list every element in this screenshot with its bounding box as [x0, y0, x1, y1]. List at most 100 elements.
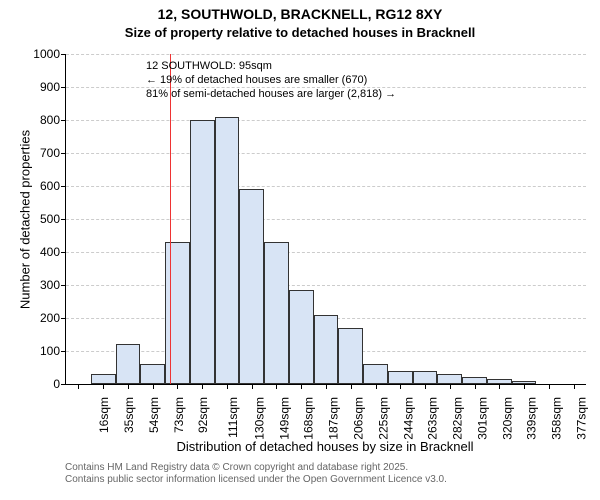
- ytick-mark: [61, 186, 66, 187]
- histogram-bar: [239, 189, 264, 384]
- xtick-label: 263sqm: [426, 397, 440, 440]
- xtick-mark: [128, 384, 129, 389]
- xtick-label: 92sqm: [196, 397, 210, 433]
- ytick-label: 900: [40, 80, 60, 94]
- annotation-line3: 81% of semi-detached houses are larger (…: [146, 88, 396, 102]
- annotation-line2: ← 19% of detached houses are smaller (67…: [146, 74, 396, 88]
- ytick-mark: [61, 351, 66, 352]
- xtick-label: 54sqm: [147, 397, 161, 433]
- xtick-label: 16sqm: [97, 397, 111, 433]
- gridline: [66, 252, 586, 253]
- histogram-bar: [215, 117, 240, 384]
- xtick-mark: [78, 384, 79, 389]
- histogram-bar: [314, 315, 339, 384]
- histogram-bar: [338, 328, 363, 384]
- histogram-bar: [165, 242, 190, 384]
- ytick-mark: [61, 87, 66, 88]
- ytick-label: 0: [53, 377, 60, 391]
- chart-title-line2: Size of property relative to detached ho…: [0, 25, 600, 40]
- ytick-mark: [61, 219, 66, 220]
- histogram-bar: [462, 377, 487, 384]
- xtick-mark: [450, 384, 451, 389]
- gridline: [66, 219, 586, 220]
- xtick-mark: [376, 384, 377, 389]
- xtick-label: 282sqm: [451, 397, 465, 440]
- histogram-bar: [289, 290, 314, 384]
- gridline: [66, 54, 586, 55]
- histogram-bar: [413, 371, 438, 384]
- xtick-label: 206sqm: [352, 397, 366, 440]
- plot-area: 0100200300400500600700800900100016sqm35s…: [65, 54, 586, 385]
- histogram-bar: [116, 344, 141, 384]
- chart-title-line1: 12, SOUTHWOLD, BRACKNELL, RG12 8XY: [0, 6, 600, 22]
- xtick-label: 339sqm: [525, 397, 539, 440]
- ytick-label: 600: [40, 179, 60, 193]
- xtick-mark: [351, 384, 352, 389]
- ytick-mark: [61, 384, 66, 385]
- xtick-mark: [425, 384, 426, 389]
- y-axis-label: Number of detached properties: [18, 120, 33, 320]
- chart-container: 12, SOUTHWOLD, BRACKNELL, RG12 8XY Size …: [0, 0, 600, 500]
- ytick-label: 1000: [33, 47, 60, 61]
- xtick-mark: [400, 384, 401, 389]
- x-axis-label: Distribution of detached houses by size …: [65, 439, 585, 454]
- xtick-label: 358sqm: [550, 397, 564, 440]
- annotation-line1: 12 SOUTHWOLD: 95sqm: [146, 60, 396, 74]
- ytick-label: 300: [40, 278, 60, 292]
- footer-line2: Contains public sector information licen…: [65, 474, 447, 486]
- ytick-label: 700: [40, 146, 60, 160]
- histogram-bar: [91, 374, 116, 384]
- xtick-mark: [326, 384, 327, 389]
- xtick-mark: [103, 384, 104, 389]
- xtick-label: 320sqm: [500, 397, 514, 440]
- annotation-box: 12 SOUTHWOLD: 95sqm← 19% of detached hou…: [146, 60, 396, 101]
- ytick-mark: [61, 120, 66, 121]
- xtick-mark: [549, 384, 550, 389]
- ytick-mark: [61, 54, 66, 55]
- footer-line1: Contains HM Land Registry data © Crown c…: [65, 462, 447, 474]
- xtick-label: 73sqm: [172, 397, 186, 433]
- gridline: [66, 153, 586, 154]
- ytick-label: 800: [40, 113, 60, 127]
- xtick-mark: [177, 384, 178, 389]
- ytick-mark: [61, 252, 66, 253]
- xtick-label: 225sqm: [376, 397, 390, 440]
- ytick-label: 400: [40, 245, 60, 259]
- xtick-mark: [276, 384, 277, 389]
- xtick-mark: [153, 384, 154, 389]
- footer-note: Contains HM Land Registry data © Crown c…: [65, 462, 447, 486]
- ytick-label: 500: [40, 212, 60, 226]
- ytick-mark: [61, 318, 66, 319]
- gridline: [66, 186, 586, 187]
- ytick-mark: [61, 285, 66, 286]
- xtick-label: 244sqm: [401, 397, 415, 440]
- xtick-label: 301sqm: [476, 397, 490, 440]
- xtick-label: 149sqm: [277, 397, 291, 440]
- xtick-label: 377sqm: [575, 397, 589, 440]
- xtick-label: 187sqm: [327, 397, 341, 440]
- gridline: [66, 120, 586, 121]
- ytick-label: 100: [40, 344, 60, 358]
- histogram-bar: [264, 242, 289, 384]
- property-marker-line: [170, 54, 171, 384]
- xtick-mark: [227, 384, 228, 389]
- xtick-label: 130sqm: [253, 397, 267, 440]
- xtick-label: 168sqm: [302, 397, 316, 440]
- xtick-mark: [202, 384, 203, 389]
- xtick-mark: [499, 384, 500, 389]
- gridline: [66, 285, 586, 286]
- xtick-mark: [252, 384, 253, 389]
- histogram-bar: [363, 364, 388, 384]
- xtick-label: 111sqm: [226, 397, 240, 438]
- histogram-bar: [388, 371, 413, 384]
- ytick-mark: [61, 153, 66, 154]
- xtick-mark: [301, 384, 302, 389]
- xtick-mark: [524, 384, 525, 389]
- histogram-bar: [437, 374, 462, 384]
- histogram-bar: [190, 120, 215, 384]
- xtick-mark: [475, 384, 476, 389]
- ytick-label: 200: [40, 311, 60, 325]
- xtick-mark: [574, 384, 575, 389]
- histogram-bar: [140, 364, 165, 384]
- xtick-label: 35sqm: [122, 397, 136, 433]
